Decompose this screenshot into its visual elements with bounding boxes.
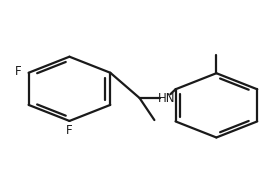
Text: F: F xyxy=(15,65,22,78)
Text: HN: HN xyxy=(158,92,175,105)
Text: F: F xyxy=(66,124,73,137)
